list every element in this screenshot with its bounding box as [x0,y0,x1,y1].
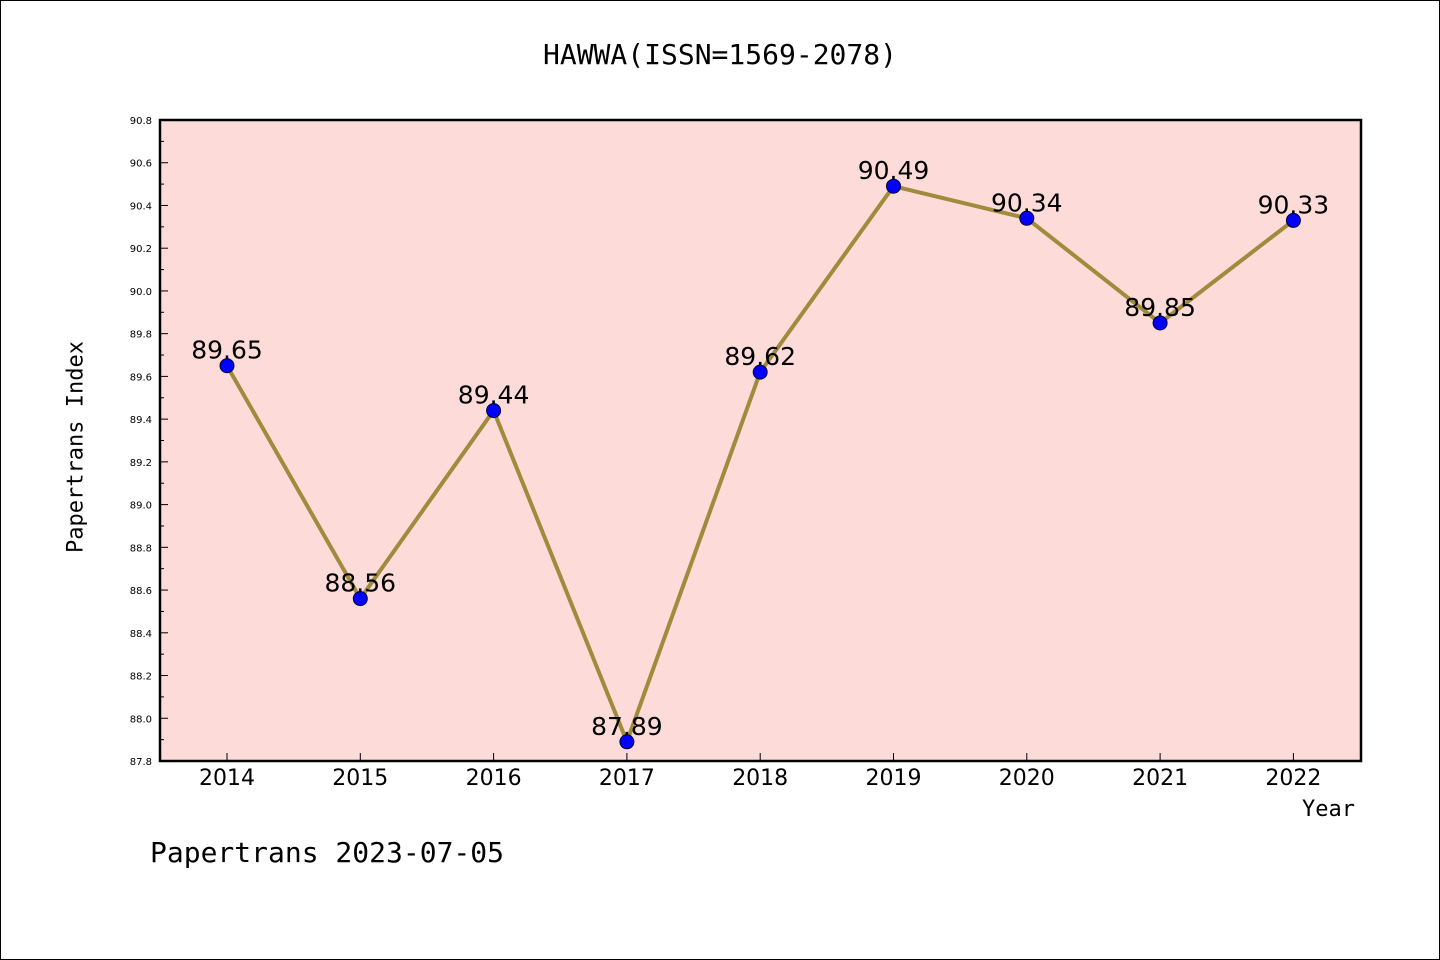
y-tick-label: 88.0 [130,714,152,725]
y-tick-label: 90.2 [130,244,152,255]
data-label: 89.65 [191,336,263,365]
data-point [1285,212,1301,228]
x-tick-label: 2015 [332,766,388,791]
y-tick-label: 90.4 [130,201,152,212]
x-tick-label: 2014 [199,766,255,791]
y-tick-label: 90.6 [130,159,152,170]
data-point [752,364,768,380]
y-tick-label: 88.2 [130,672,152,683]
y-tick-label: 88.8 [130,543,152,554]
data-label: 90.33 [1258,190,1330,219]
footer-text: Papertrans 2023-07-05 [150,836,505,869]
data-point [1019,210,1035,226]
data-label: 88.56 [325,569,397,598]
data-point [1152,315,1168,331]
y-tick-label: 89.0 [130,501,152,512]
data-point [219,358,235,374]
data-point [619,734,635,750]
data-point [352,591,368,607]
data-label: 90.34 [991,188,1063,217]
y-tick-label: 90.8 [130,116,152,127]
x-tick-label: 2016 [466,766,522,791]
data-label: 89.85 [1124,293,1196,322]
x-tick-label: 2019 [866,766,922,791]
x-tick-label: 2022 [1265,766,1321,791]
data-point [886,178,901,194]
data-label: 89.62 [724,342,796,371]
data-markers [219,178,1301,750]
plot-area [160,120,1361,761]
x-tick-label: 2017 [599,766,655,791]
y-tick-label: 88.6 [130,586,152,597]
data-label: 87.89 [591,712,663,741]
y-tick-label: 88.4 [130,629,152,640]
y-tick-label: 89.8 [130,330,152,341]
data-label: 90.49 [858,156,930,185]
x-tick-label: 2021 [1132,766,1188,791]
chart-title: HAWWA(ISSN=1569-2078) [542,38,897,71]
y-tick-label: 89.2 [130,458,152,469]
y-tick-label: 90.0 [130,287,152,298]
y-tick-label: 87.8 [130,757,152,768]
x-tick-label: 2020 [999,766,1055,791]
x-axis: 2014 2015 2016 2017 2018 2019 2020 2021 2022 [199,753,1321,791]
y-axis: 87.8 88.0 88.2 88.4 88.6 88.8 89.0 89.2 89.4 89.6… [130,116,168,768]
x-tick-label: 2018 [732,766,788,791]
data-label: 89.44 [458,381,530,410]
y-tick-label: 89.6 [130,372,152,383]
data-labels: 89.65 88.56 89.44 87.89 89.62 90.49 90.34 89.85… [191,156,1329,741]
plot-border [158,118,1363,763]
y-tick-label: 89.4 [130,415,152,426]
x-axis-label: Year [1302,797,1355,822]
data-point [486,403,502,419]
